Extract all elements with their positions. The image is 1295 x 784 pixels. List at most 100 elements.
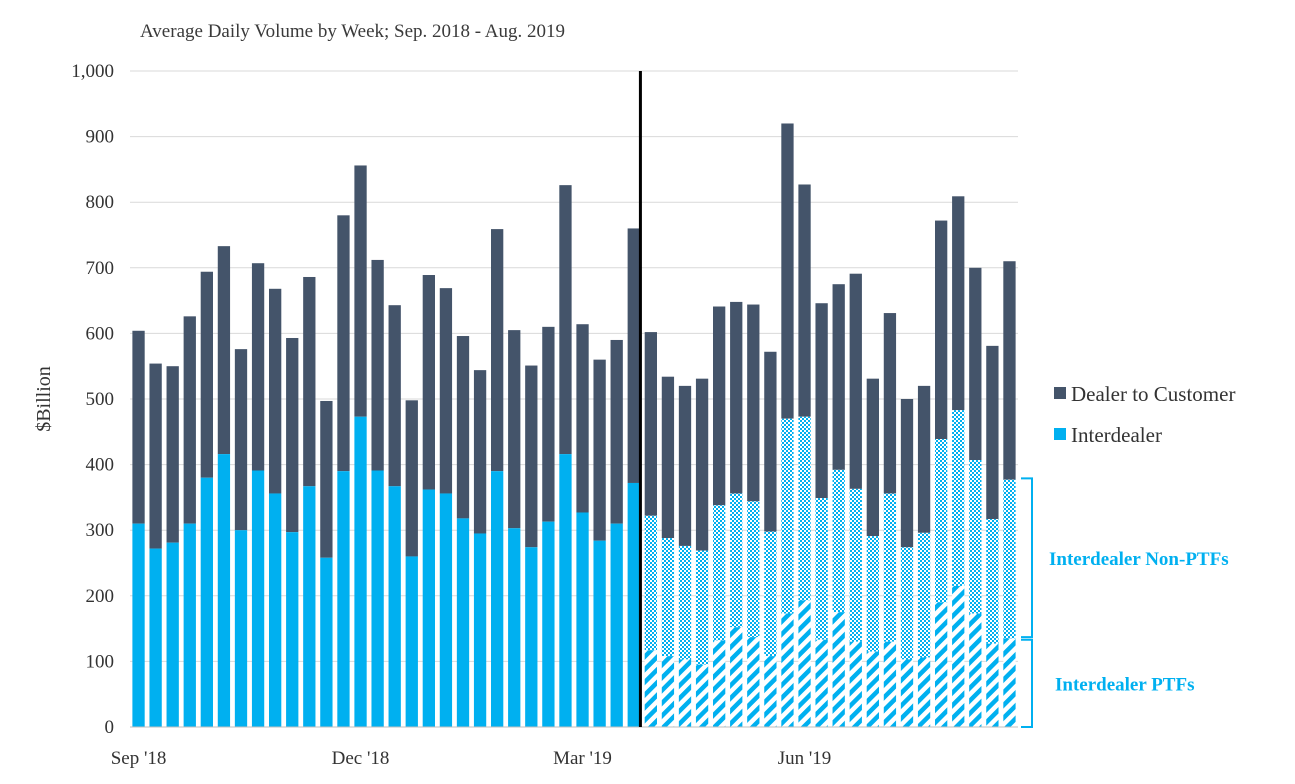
bar-interdealer-non-ptf [952,410,965,586]
bar-dealer-to-customer [439,288,453,494]
y-tick-label: 1,000 [71,61,114,82]
bar-dealer-to-customer [1003,261,1016,480]
y-tick-label: 400 [86,455,115,476]
bar-interdealer [627,482,640,727]
bar-interdealer-non-ptf [747,501,760,638]
bar-interdealer-ptf [661,656,675,727]
bar-dealer-to-customer [542,326,555,522]
bar-interdealer-non-ptf [678,545,692,660]
bar-interdealer [525,547,538,727]
annotations: Interdealer Non-PTFs Interdealer PTFs [1021,477,1229,728]
bar-dealer-to-customer [969,267,982,461]
bar-interdealer-ptf [866,651,879,727]
bar-dealer-to-customer [678,385,692,546]
bar-interdealer [559,454,572,727]
bar-dealer-to-customer [422,275,435,490]
bar-interdealer-non-ptf [900,547,914,660]
bar-dealer-to-customer [644,332,657,516]
bar-interdealer-non-ptf [815,498,828,640]
bar-dealer-to-customer [713,306,726,506]
bar-dealer-to-customer [200,271,213,478]
bar-interdealer [149,548,162,727]
y-tick-label: 700 [86,258,115,279]
bar-interdealer-non-ptf [986,519,999,644]
bar-interdealer-non-ptf [798,416,811,601]
bar-dealer-to-customer [849,273,862,489]
bar-interdealer [286,532,299,727]
bar-dealer-to-customer [986,345,999,520]
bar-interdealer [456,518,470,727]
bar-dealer-to-customer [286,337,299,533]
bar-interdealer [610,523,623,727]
bar-dealer-to-customer [627,228,640,483]
legend-swatch-dealer-to-customer [1054,387,1066,399]
bar-dealer-to-customer [303,276,316,487]
bar-interdealer-ptf [917,657,931,727]
bar-dealer-to-customer [952,196,965,411]
y-tick-label: 900 [86,127,115,148]
bar-interdealer-ptf [986,643,999,727]
bar-interdealer-ptf [1003,638,1016,727]
bar-interdealer-non-ptf [935,439,948,603]
bar-interdealer-non-ptf [883,493,897,642]
bar-interdealer [166,542,179,727]
bar-interdealer-ptf [713,640,726,727]
bar-interdealer [354,416,367,727]
bar-interdealer-non-ptf [1003,479,1016,639]
legend: Dealer to Customer Interdealer [1054,382,1235,447]
bar-dealer-to-customer [935,220,948,440]
bar-interdealer-non-ptf [764,531,777,657]
bar-dealer-to-customer [525,365,538,548]
y-tick-label: 500 [86,389,115,410]
bar-interdealer [491,471,504,727]
bar-interdealer-ptf [644,650,657,727]
bar-interdealer [217,454,231,727]
bar-dealer-to-customer [473,370,487,534]
bar-interdealer-ptf [695,664,709,727]
bar-dealer-to-customer [576,324,589,513]
bar-dealer-to-customer [593,359,606,541]
bar-interdealer-ptf [952,585,965,727]
bar-dealer-to-customer [183,316,196,524]
bar-interdealer-ptf [815,639,828,727]
bar-interdealer-non-ptf [661,538,675,657]
legend-label-dealer-to-customer: Dealer to Customer [1071,382,1235,406]
bar-dealer-to-customer [798,184,811,417]
bar-interdealer-non-ptf [644,515,657,651]
bar-interdealer-non-ptf [866,536,879,652]
bar-dealer-to-customer [781,123,794,419]
bar-interdealer-ptf [730,627,743,727]
x-tick-label: Dec '18 [332,748,390,769]
bar-dealer-to-customer [149,363,162,549]
bar-dealer-to-customer [132,330,145,524]
bar-interdealer-non-ptf [849,488,862,642]
bar-interdealer-ptf [747,637,760,727]
bar-dealer-to-customer [695,378,709,551]
bar-dealer-to-customer [832,284,845,470]
bar-interdealer [439,493,453,727]
y-tick-label: 300 [86,520,115,541]
bar-dealer-to-customer [730,301,743,494]
bar-interdealer [405,556,418,727]
bar-interdealer-non-ptf [832,469,845,613]
x-tick-label: Jun '19 [778,748,832,769]
bar-dealer-to-customer [559,185,572,455]
bar-interdealer [183,523,196,727]
y-tick-label: 200 [86,586,115,607]
bar-interdealer-ptf [935,602,948,727]
bar-interdealer-non-ptf [917,532,931,658]
bar-dealer-to-customer [661,376,675,539]
chart-title: Average Daily Volume by Week; Sep. 2018 … [140,21,565,42]
bar-interdealer [234,530,248,727]
bar-interdealer-non-ptf [969,460,982,614]
bar-dealer-to-customer [405,400,418,557]
bar-interdealer-non-ptf [695,550,709,665]
bars [132,123,1016,727]
bar-interdealer [371,470,384,727]
bar-dealer-to-customer [491,229,504,472]
y-tick-label: 800 [86,192,115,213]
bar-dealer-to-customer [269,288,282,494]
bar-interdealer [269,493,282,727]
bar-dealer-to-customer [883,313,897,494]
legend-swatch-interdealer [1054,428,1066,440]
